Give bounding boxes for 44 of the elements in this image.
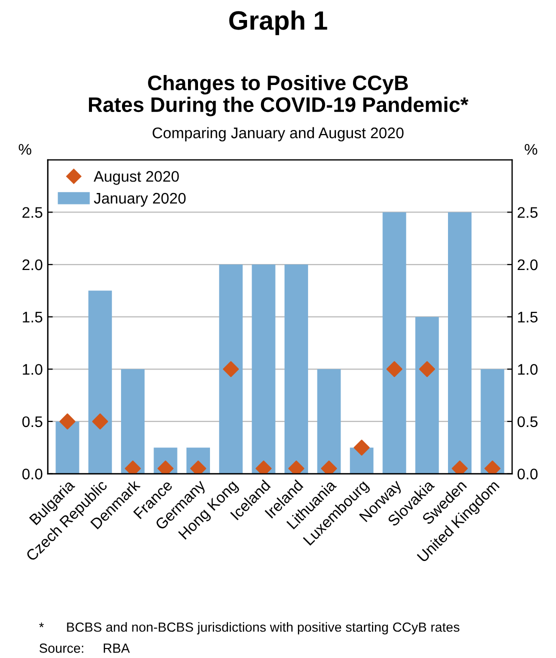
bar (284, 264, 308, 474)
caption: Graph 1 (229, 10, 328, 36)
point (92, 413, 108, 430)
y2-tick-label: 0.0 (518, 468, 538, 480)
y-tick-label: 2.0 (22, 259, 42, 270)
point (452, 460, 468, 474)
point (484, 460, 500, 474)
bar (448, 212, 472, 474)
bar (317, 369, 341, 474)
point (256, 460, 272, 474)
bar (88, 290, 112, 474)
bar (415, 316, 439, 474)
bar (480, 369, 504, 474)
y2-tick-label: 0.5 (518, 416, 538, 428)
chart-title: Changes to Positive CCyB Rates During the COVID-19 Pandemic* (88, 74, 468, 116)
point (288, 460, 304, 474)
bar (252, 264, 276, 474)
bar (382, 212, 406, 474)
bar (219, 264, 243, 474)
point (124, 460, 141, 474)
bar (56, 421, 80, 474)
y2-tick-label: 2.5 (518, 207, 538, 218)
point (354, 440, 370, 456)
text: * BCBS and non-BCBS jurisdictions with positive starting CCyB rates (39, 622, 460, 634)
y-tick-label: 0.5 (22, 416, 42, 428)
source-note: Source: RBA (40, 644, 130, 653)
y2-tick-label: 1.5 (518, 312, 538, 323)
y-tick-label: 0.0 (22, 468, 42, 480)
bar (121, 369, 145, 474)
chart-subtitle: Comparing January and August 2020 (152, 127, 404, 142)
y2-tick-label: 1.0 (518, 364, 538, 375)
legend-label: January 2020 (94, 192, 186, 207)
point (321, 460, 337, 474)
y-tick-label: 1.0 (22, 364, 42, 375)
y-tick-label: 2.5 (22, 207, 42, 218)
y-tick-label: 1.5 (22, 312, 42, 323)
y2-tick-label: 2.0 (518, 259, 538, 270)
y-axis-title: % (18, 144, 32, 155)
point (222, 361, 239, 378)
point (59, 413, 76, 430)
point (386, 361, 402, 378)
y2-axis-title: % (524, 144, 538, 155)
point (419, 361, 436, 378)
legend-label: August 2020 (94, 170, 179, 185)
